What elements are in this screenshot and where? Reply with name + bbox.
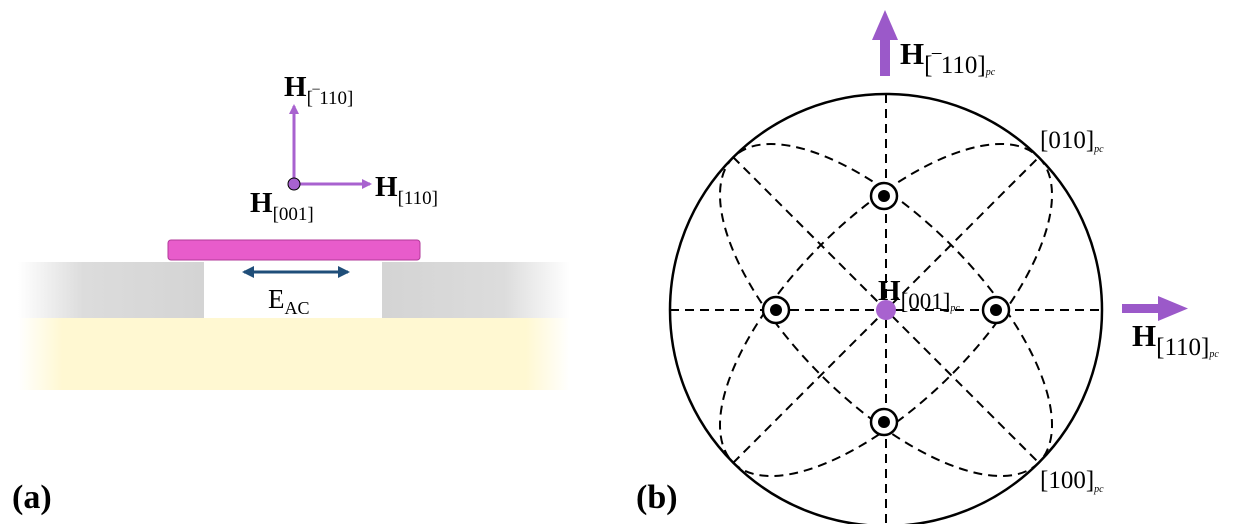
h-origin-label-a: H[001] — [250, 187, 314, 225]
dashed-ellipse-2 — [718, 142, 1054, 478]
pole-marker-left — [761, 295, 791, 325]
dir-010-label: [010]pc — [1040, 127, 1104, 155]
pink-membrane-bar — [167, 239, 421, 261]
dashed-ellipse-1 — [718, 142, 1054, 478]
left-support-block — [18, 262, 204, 318]
substrate-layer — [18, 318, 570, 390]
panel-b-label: (b) — [636, 479, 678, 516]
panel-a-label: (a) — [12, 479, 52, 516]
right-support-block — [382, 262, 570, 318]
h-right-label-a: H[110] — [375, 171, 438, 209]
h-top-label-b: H[‾110]pc — [900, 36, 996, 79]
h-origin-dot — [287, 177, 301, 191]
h-right-arrow-b — [1122, 296, 1188, 321]
center-dot — [876, 300, 896, 320]
pole-marker-top — [869, 181, 899, 211]
panel-a: EAC H[‾110] H[110] H[001] (a) — [12, 71, 570, 516]
h-center-label-b: H[001]pc — [878, 275, 960, 314]
panel-b: H[‾110]pc H[110]pc H[001]pc [010]pc [100… — [636, 10, 1219, 524]
pole-marker-bottom — [869, 407, 899, 437]
e-ac-label: EAC — [268, 284, 310, 318]
h-top-arrow-b — [872, 10, 898, 76]
h-top-label-a: H[‾110] — [284, 71, 353, 109]
dir-100-label: [100]pc — [1040, 467, 1104, 495]
pole-marker-right — [981, 295, 1011, 325]
h-right-label-b: H[110]pc — [1132, 318, 1219, 361]
